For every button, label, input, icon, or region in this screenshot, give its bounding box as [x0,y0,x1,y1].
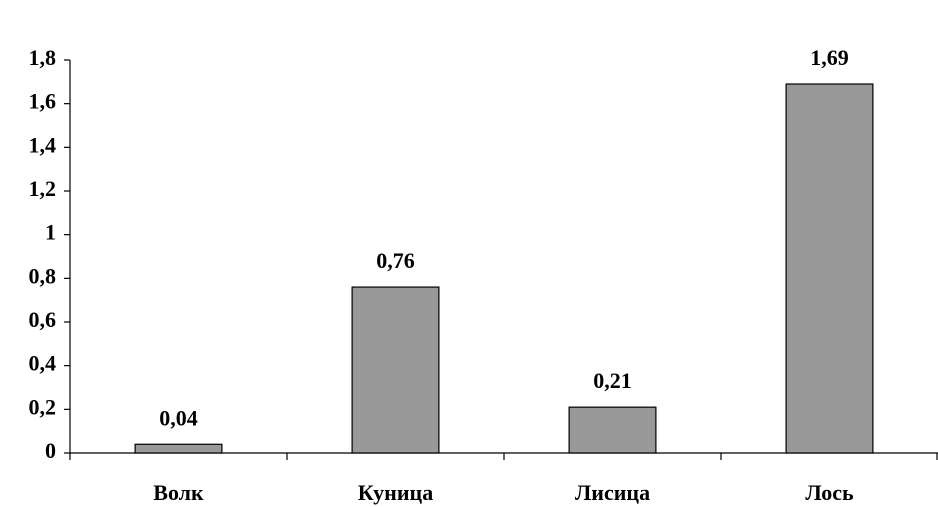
value-label: 1,69 [810,45,849,70]
value-label: 0,21 [593,368,632,393]
y-tick-label: 0,2 [29,394,57,419]
bar [568,406,657,454]
value-label: 0,04 [159,405,198,430]
y-tick-label: 1 [45,220,56,245]
value-label: 0,76 [376,248,415,273]
x-tick-label: Волк [153,480,204,505]
x-tick-label: Лось [805,480,854,505]
y-tick-label: 0,4 [29,351,57,376]
y-tick-label: 0 [45,438,56,463]
y-tick-label: 1,6 [29,89,57,114]
bar [351,286,440,454]
x-tick-label: Куница [358,480,433,505]
x-tick-label: Лисица [575,480,650,505]
y-tick-label: 1,8 [29,45,57,70]
y-tick-label: 0,6 [29,307,57,332]
y-tick-label: 0,8 [29,263,57,288]
bar [785,83,874,454]
y-tick-label: 1,4 [29,132,57,157]
bar [134,443,223,454]
y-tick-label: 1,2 [29,176,57,201]
